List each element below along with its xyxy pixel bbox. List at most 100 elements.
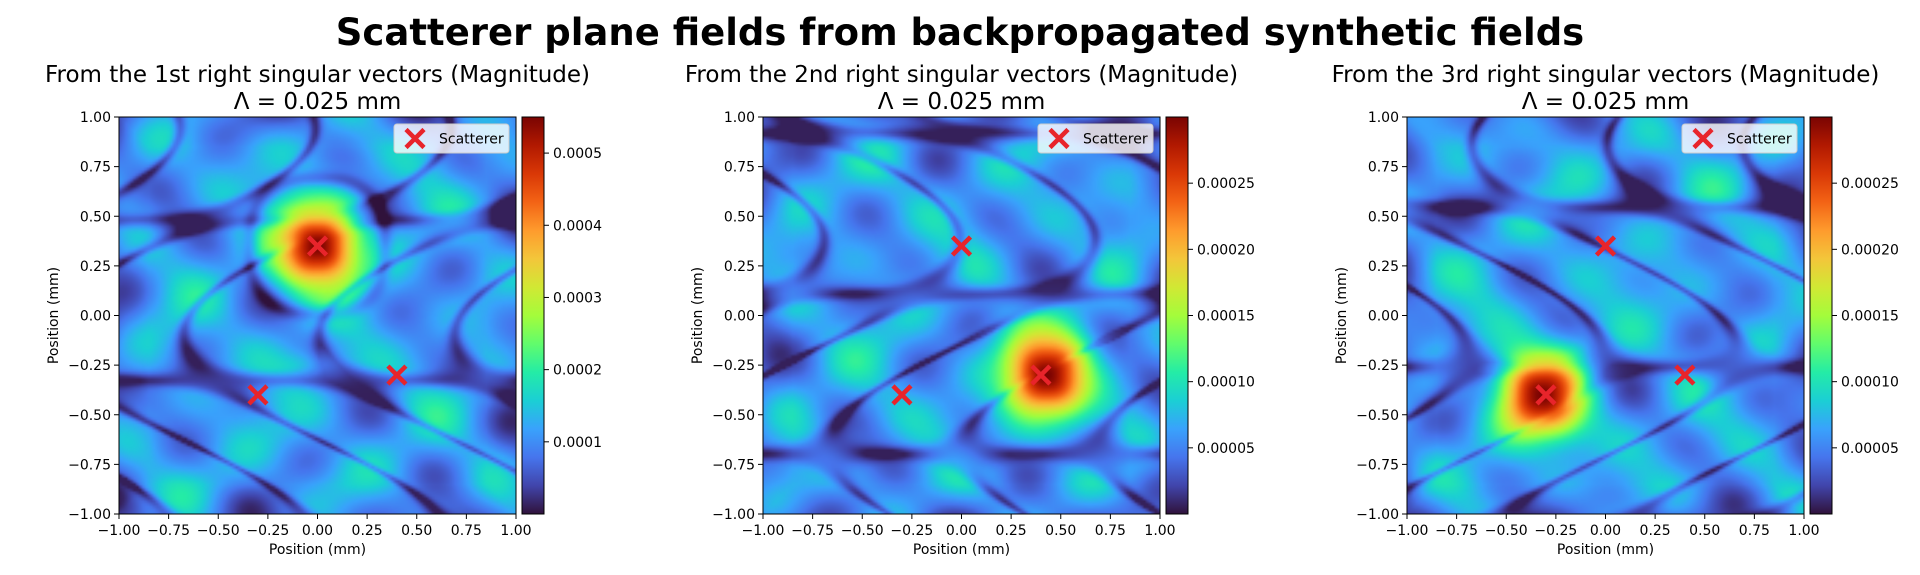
scatterer-marker (1535, 384, 1557, 406)
x-tick-label: −1.00 (1386, 523, 1429, 539)
colorbar-tick-label: 0.0002 (553, 363, 602, 379)
colorbar-tick-label: 0.00025 (1841, 176, 1899, 192)
x-tick-label: 0.50 (1045, 523, 1076, 539)
x-tick-label: −0.75 (791, 523, 834, 539)
y-tick-label: 0.00 (724, 309, 755, 325)
y-tick-label: 0.75 (1368, 160, 1399, 176)
y-tick-label: 0.25 (80, 259, 111, 275)
scatterer-marker (247, 384, 269, 406)
legend: Scatterer (393, 123, 510, 154)
y-tick-label: −0.50 (712, 408, 755, 424)
colorbar-gradient (1165, 116, 1189, 515)
x-tick-label: 0.50 (1689, 523, 1720, 539)
y-axis-label: Position (mm) (46, 267, 62, 364)
y-tick-label: 0.75 (724, 160, 755, 176)
scatterer-marker (1030, 364, 1052, 386)
y-tick-label: 0.00 (80, 309, 111, 325)
legend-label: Scatterer (1083, 132, 1148, 148)
x-tick-label: −0.50 (841, 523, 884, 539)
panel-3: From the 3rd right singular vectors (Mag… (1332, 62, 1899, 558)
colorbar-tick-label: 0.0005 (553, 146, 602, 162)
legend-marker (1692, 127, 1714, 150)
y-tick-label: 1.00 (724, 110, 755, 126)
y-tick-label: −0.75 (68, 457, 111, 473)
x-tick-label: 0.75 (451, 523, 482, 539)
y-tick-label: 0.50 (1368, 209, 1399, 225)
x-tick-label: −0.25 (890, 523, 933, 539)
heatmap-image (119, 117, 516, 514)
x-axis-label: Position (mm) (269, 542, 366, 558)
x-tick-label: 0.00 (302, 523, 333, 539)
x-tick-label: 1.00 (1788, 523, 1819, 539)
y-tick-label: −0.25 (1356, 358, 1399, 374)
legend-marker (404, 127, 426, 150)
panel-subtitle: Λ = 0.025 mm (878, 89, 1046, 115)
y-tick-label: 0.75 (80, 160, 111, 176)
y-tick-label: −0.25 (68, 358, 111, 374)
y-tick-label: −1.00 (68, 507, 111, 523)
x-axis-label: Position (mm) (1557, 542, 1654, 558)
colorbar-tick-label: 0.00010 (1841, 375, 1899, 391)
y-tick-label: −1.00 (712, 507, 755, 523)
x-tick-label: −0.25 (1534, 523, 1577, 539)
y-tick-label: −0.75 (1356, 457, 1399, 473)
x-tick-label: −0.25 (246, 523, 289, 539)
colorbar: 0.0001 0.0002 0.0003 0.0004 0.0005 (521, 116, 602, 515)
colorbar-tick-label: 0.00020 (1841, 242, 1899, 258)
x-tick-label: 0.25 (352, 523, 383, 539)
x-tick-label: −0.75 (147, 523, 190, 539)
colorbar-tick-label: 0.00005 (1841, 441, 1899, 457)
x-tick-label: −0.75 (1435, 523, 1478, 539)
panel-1: From the 1st right singular vectors (Mag… (45, 62, 602, 558)
scatterer-marker (1594, 235, 1617, 257)
x-tick-label: −1.00 (98, 523, 141, 539)
panel-2: From the 2nd right singular vectors (Mag… (685, 62, 1255, 558)
x-tick-label: 0.75 (1095, 523, 1126, 539)
colorbar-gradient (1809, 116, 1833, 515)
x-tick-label: 0.75 (1739, 523, 1770, 539)
colorbar-tick-label: 0.0004 (553, 218, 602, 234)
panel-subtitle: Λ = 0.025 mm (234, 89, 402, 115)
y-tick-label: −0.50 (1356, 408, 1399, 424)
colorbar-tick-label: 0.00010 (1197, 375, 1255, 391)
legend-label: Scatterer (1727, 132, 1792, 148)
x-tick-label: 0.25 (1640, 523, 1671, 539)
y-tick-label: 0.00 (1368, 309, 1399, 325)
y-tick-label: 0.50 (724, 209, 755, 225)
x-tick-label: 0.50 (401, 523, 432, 539)
panel-subtitle: Λ = 0.025 mm (1522, 89, 1690, 115)
scatterer-marker (1674, 364, 1696, 386)
colorbar-tick-label: 0.00015 (1841, 309, 1899, 325)
panel-title: From the 1st right singular vectors (Mag… (45, 62, 590, 88)
y-tick-label: −0.50 (68, 408, 111, 424)
x-tick-label: −0.50 (1485, 523, 1528, 539)
scatterer-marker (891, 384, 913, 406)
scatterer-marker (950, 235, 973, 257)
y-tick-label: 1.00 (1368, 110, 1399, 126)
y-tick-label: 0.50 (80, 209, 111, 225)
y-tick-label: 1.00 (80, 110, 111, 126)
y-axis-label: Position (mm) (1334, 267, 1350, 364)
x-tick-label: 1.00 (1144, 523, 1175, 539)
heatmap-image (1407, 117, 1804, 514)
colorbar-tick-label: 0.00020 (1197, 242, 1255, 258)
heatmap-image (763, 117, 1160, 514)
colorbar-tick-label: 0.0003 (553, 290, 602, 306)
legend: Scatterer (1037, 123, 1154, 154)
colorbar-tick-label: 0.0001 (553, 435, 602, 451)
legend: Scatterer (1681, 123, 1798, 154)
x-tick-label: 0.00 (1590, 523, 1621, 539)
x-tick-label: 0.25 (996, 523, 1027, 539)
panel-title: From the 2nd right singular vectors (Mag… (685, 62, 1238, 88)
y-tick-label: −1.00 (1356, 507, 1399, 523)
legend-label: Scatterer (439, 132, 504, 148)
y-axis-label: Position (mm) (690, 267, 706, 364)
x-tick-label: 1.00 (500, 523, 531, 539)
scatterer-marker (386, 364, 408, 386)
colorbar-tick-label: 0.00015 (1197, 309, 1255, 325)
x-tick-label: −0.50 (197, 523, 240, 539)
panel-title: From the 3rd right singular vectors (Mag… (1332, 62, 1880, 88)
y-tick-label: −0.25 (712, 358, 755, 374)
y-tick-label: 0.25 (724, 259, 755, 275)
